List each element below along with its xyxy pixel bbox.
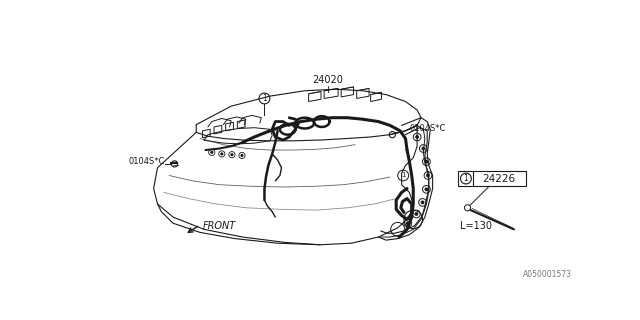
Text: 1: 1 — [262, 94, 267, 103]
Text: 1: 1 — [401, 172, 405, 179]
Text: 1: 1 — [463, 174, 468, 183]
FancyBboxPatch shape — [458, 171, 527, 186]
Text: 0104S*C: 0104S*C — [128, 157, 164, 166]
Text: 24020: 24020 — [312, 75, 344, 85]
Circle shape — [421, 147, 425, 150]
Text: 24226: 24226 — [483, 173, 516, 184]
Circle shape — [220, 152, 223, 156]
Circle shape — [241, 154, 244, 157]
Circle shape — [415, 212, 419, 216]
Circle shape — [406, 221, 410, 225]
Text: 0104S*C: 0104S*C — [410, 124, 445, 133]
Text: A050001573: A050001573 — [523, 270, 572, 279]
Circle shape — [230, 153, 234, 156]
Circle shape — [415, 135, 419, 139]
Circle shape — [426, 173, 430, 177]
Text: FRONT: FRONT — [202, 220, 236, 231]
Text: L=130: L=130 — [460, 220, 492, 231]
Circle shape — [210, 151, 213, 154]
Circle shape — [420, 201, 424, 204]
Circle shape — [424, 160, 428, 164]
Circle shape — [424, 188, 428, 191]
